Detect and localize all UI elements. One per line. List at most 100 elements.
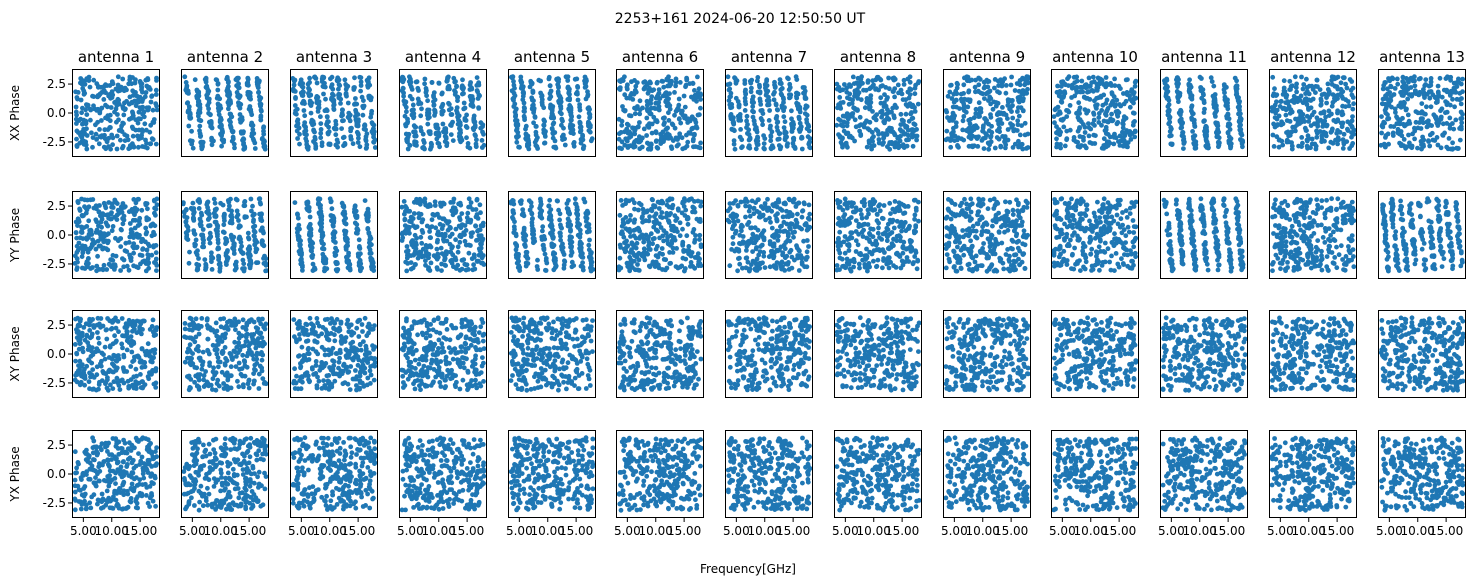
- data-point: [365, 226, 371, 232]
- data-point: [515, 130, 521, 135]
- data-point: [1319, 92, 1325, 98]
- data-point: [693, 124, 699, 129]
- data-point: [642, 79, 648, 85]
- data-point: [1285, 100, 1291, 106]
- data-point: [481, 131, 486, 137]
- data-point: [343, 229, 349, 234]
- data-point: [586, 128, 592, 134]
- data-point: [1413, 119, 1419, 125]
- data-point: [80, 105, 85, 111]
- scatter-points: [182, 74, 268, 152]
- data-point: [452, 92, 458, 97]
- data-point: [769, 129, 775, 135]
- data-point: [1388, 98, 1394, 103]
- data-point: [900, 97, 906, 102]
- data-point: [1103, 75, 1109, 80]
- data-point: [369, 120, 375, 126]
- column-title-antenna-1: antenna 1: [78, 48, 154, 66]
- data-point: [264, 268, 269, 273]
- data-point: [135, 223, 141, 228]
- data-point: [730, 120, 736, 125]
- data-point: [332, 250, 338, 256]
- data-point: [761, 133, 766, 139]
- data-point: [236, 218, 241, 223]
- data-point: [333, 240, 338, 245]
- data-point: [1280, 106, 1286, 111]
- data-point: [973, 111, 979, 116]
- data-point: [295, 117, 301, 123]
- data-point: [632, 139, 638, 145]
- data-point: [619, 146, 624, 152]
- data-point: [354, 229, 360, 235]
- data-point: [113, 86, 119, 92]
- data-point: [331, 220, 337, 226]
- data-point: [559, 116, 565, 122]
- data-point: [109, 201, 115, 207]
- data-point: [124, 263, 130, 269]
- data-point: [208, 112, 213, 118]
- data-point: [1094, 85, 1100, 91]
- data-point: [1299, 74, 1304, 80]
- data-point: [773, 101, 779, 107]
- data-point: [1458, 81, 1464, 87]
- data-point: [804, 126, 810, 132]
- data-point: [1398, 143, 1404, 149]
- data-point: [405, 134, 411, 140]
- data-point: [81, 213, 86, 218]
- data-point: [407, 208, 413, 214]
- data-point: [206, 96, 212, 102]
- data-point: [138, 261, 143, 267]
- data-point: [1116, 139, 1121, 145]
- data-point: [1012, 127, 1017, 132]
- data-point: [795, 103, 800, 109]
- data-point: [1408, 85, 1414, 90]
- data-point: [1092, 123, 1097, 128]
- data-point: [1319, 110, 1325, 116]
- data-point: [407, 93, 413, 99]
- data-point: [461, 100, 467, 106]
- data-point: [100, 211, 106, 217]
- data-point: [871, 134, 876, 140]
- data-point: [140, 89, 145, 95]
- data-point: [1228, 145, 1233, 151]
- data-point: [789, 108, 794, 114]
- data-point: [1022, 82, 1028, 88]
- data-point: [689, 94, 694, 100]
- data-point: [365, 218, 371, 224]
- data-point: [261, 230, 266, 236]
- data-point: [348, 136, 354, 142]
- data-point: [1435, 97, 1440, 103]
- data-point: [1020, 88, 1026, 93]
- data-point: [585, 106, 591, 111]
- data-point: [122, 107, 128, 113]
- data-point: [409, 87, 415, 92]
- scatter-points: [1162, 74, 1246, 152]
- data-point: [452, 79, 458, 85]
- data-point: [372, 145, 378, 150]
- data-point: [531, 106, 537, 111]
- data-point: [358, 88, 363, 94]
- data-point: [910, 128, 915, 134]
- scatter-points: [1378, 74, 1465, 152]
- data-point: [905, 127, 911, 133]
- data-point: [619, 122, 625, 128]
- data-point: [511, 79, 516, 84]
- data-point: [1297, 97, 1303, 103]
- data-point: [78, 133, 83, 138]
- data-point: [1107, 134, 1113, 140]
- data-point: [1201, 110, 1207, 115]
- data-point: [215, 240, 221, 246]
- data-point: [152, 232, 157, 238]
- data-point: [432, 199, 438, 205]
- data-point: [142, 121, 148, 127]
- data-point: [870, 83, 876, 89]
- data-point: [105, 212, 111, 218]
- data-point: [330, 91, 335, 97]
- data-point: [231, 234, 237, 240]
- data-point: [149, 252, 155, 258]
- data-point: [1457, 90, 1463, 96]
- data-point: [1233, 92, 1239, 97]
- data-point: [1388, 83, 1394, 89]
- data-point: [747, 145, 753, 151]
- data-point: [1451, 80, 1457, 86]
